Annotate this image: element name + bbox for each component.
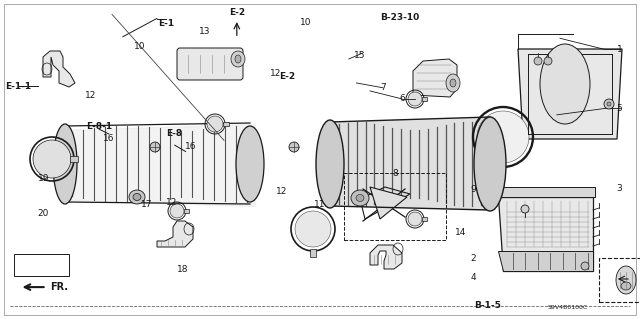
Text: 8: 8	[393, 169, 398, 178]
Ellipse shape	[616, 266, 636, 294]
Text: B-23-10: B-23-10	[380, 13, 420, 22]
Text: 10: 10	[300, 18, 312, 27]
Ellipse shape	[129, 190, 145, 204]
Text: 9: 9	[471, 185, 476, 194]
Circle shape	[150, 142, 160, 152]
Text: E-8: E-8	[166, 130, 182, 138]
Circle shape	[408, 92, 422, 106]
Text: E-2: E-2	[278, 72, 295, 81]
Text: E-8-1: E-8-1	[86, 122, 112, 130]
Text: S9V4B0100C: S9V4B0100C	[547, 305, 588, 310]
Polygon shape	[43, 51, 75, 87]
Text: 5: 5	[617, 104, 622, 113]
Text: 15: 15	[354, 51, 365, 60]
Circle shape	[604, 99, 614, 109]
Ellipse shape	[356, 195, 364, 202]
Bar	[70, 156, 78, 162]
Ellipse shape	[450, 79, 456, 87]
Text: 7: 7	[380, 83, 385, 92]
Polygon shape	[413, 59, 457, 97]
Ellipse shape	[235, 55, 241, 63]
FancyBboxPatch shape	[177, 48, 243, 80]
Ellipse shape	[351, 190, 369, 206]
Ellipse shape	[231, 51, 245, 67]
Circle shape	[477, 111, 529, 163]
Bar	[422, 217, 427, 221]
Circle shape	[33, 140, 71, 178]
Text: 14: 14	[455, 228, 467, 237]
Bar	[223, 122, 229, 126]
Circle shape	[170, 204, 184, 218]
Polygon shape	[495, 187, 595, 197]
Circle shape	[581, 262, 589, 270]
Text: 17: 17	[141, 200, 153, 209]
Text: E-1-1: E-1-1	[5, 82, 31, 91]
Ellipse shape	[53, 124, 77, 204]
Ellipse shape	[236, 126, 264, 202]
Polygon shape	[498, 197, 593, 271]
Circle shape	[289, 142, 299, 152]
Ellipse shape	[474, 117, 506, 211]
Polygon shape	[498, 251, 593, 271]
Text: 3: 3	[617, 184, 622, 193]
Text: 12: 12	[85, 91, 97, 100]
Polygon shape	[157, 221, 193, 247]
Text: 12: 12	[269, 69, 281, 78]
Text: 10: 10	[134, 42, 145, 51]
Bar	[184, 209, 189, 213]
Circle shape	[408, 212, 422, 226]
Circle shape	[521, 205, 529, 213]
Text: 18: 18	[177, 265, 188, 274]
Text: 16: 16	[185, 142, 196, 151]
Bar	[422, 97, 427, 101]
Circle shape	[607, 102, 611, 106]
Text: FR.: FR.	[51, 282, 68, 292]
Polygon shape	[518, 49, 622, 139]
Text: 2: 2	[471, 254, 476, 263]
Text: 13: 13	[199, 27, 211, 36]
Text: 12: 12	[276, 187, 287, 196]
Ellipse shape	[540, 44, 590, 124]
Polygon shape	[330, 117, 490, 211]
Bar	[14, 254, 69, 276]
Text: 20: 20	[38, 209, 49, 218]
Text: 12: 12	[166, 198, 177, 207]
Polygon shape	[370, 245, 402, 269]
Text: 16: 16	[103, 134, 115, 143]
Text: E-1: E-1	[158, 19, 175, 28]
Text: E-2: E-2	[228, 8, 245, 17]
Circle shape	[544, 57, 552, 65]
Circle shape	[534, 57, 542, 65]
Text: 1: 1	[617, 45, 622, 54]
Ellipse shape	[621, 282, 631, 290]
Circle shape	[295, 211, 331, 247]
Text: 6: 6	[399, 94, 404, 103]
Bar	[310, 249, 316, 257]
Text: B-1-5: B-1-5	[474, 301, 501, 310]
Text: 11: 11	[314, 200, 326, 209]
Ellipse shape	[316, 120, 344, 208]
Ellipse shape	[133, 194, 141, 201]
Text: 19: 19	[38, 174, 49, 183]
Text: 4: 4	[471, 273, 476, 282]
Polygon shape	[370, 187, 407, 219]
Ellipse shape	[446, 74, 460, 92]
Circle shape	[207, 116, 223, 132]
